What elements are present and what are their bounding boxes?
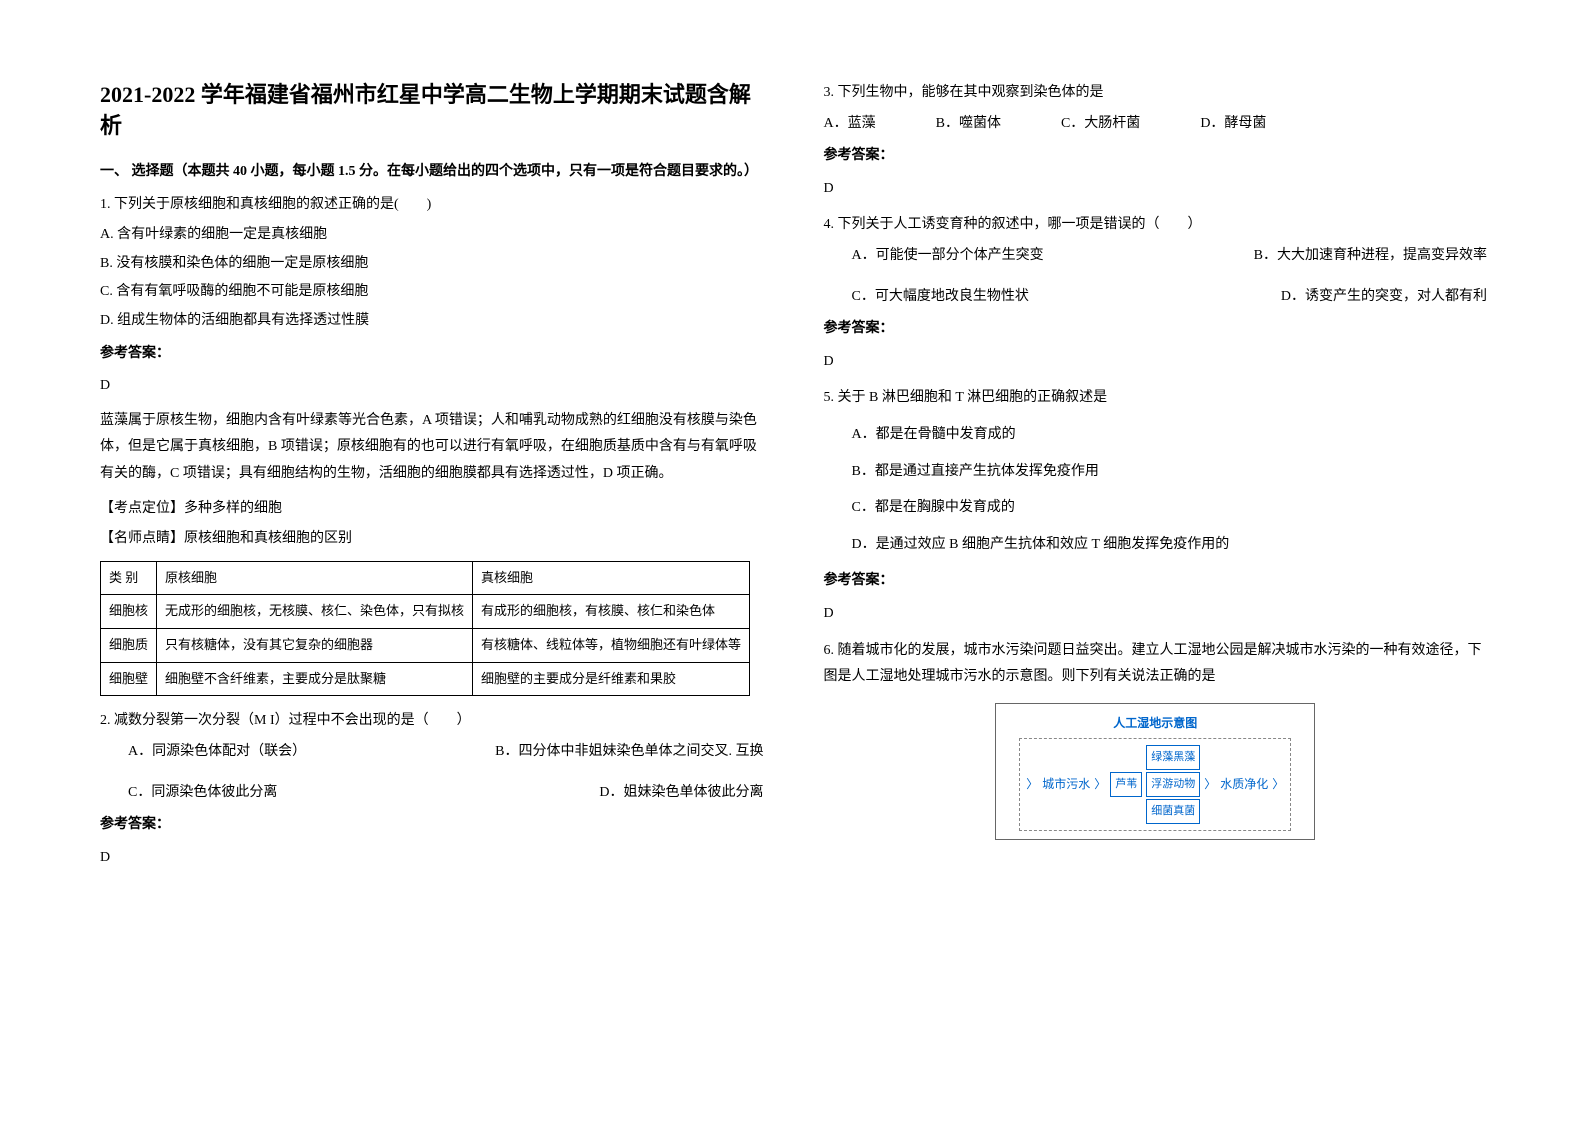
table-row: 细胞核 无成形的细胞核，无核膜、核仁、染色体，只有拟核 有成形的细胞核，有核膜、… [101, 595, 750, 629]
table-cell: 只有核糖体，没有其它复杂的细胞器 [157, 629, 473, 663]
q3-opt-c: C．大肠杆菌 [1061, 111, 1140, 138]
arrow-icon: 〉 [1094, 773, 1106, 796]
table-cell: 细胞壁不含纤维素，主要成分是肽聚糖 [157, 662, 473, 696]
q1-answer-label: 参考答案： [100, 341, 764, 368]
question-2: 2. 减数分裂第一次分裂（M I）过程中不会出现的是（ ） A．同源染色体配对（… [100, 708, 764, 871]
question-3: 3. 下列生物中，能够在其中观察到染色体的是 A．蓝藻 B．噬菌体 C．大肠杆菌… [824, 80, 1488, 202]
table-header-cell: 真核细胞 [473, 561, 750, 595]
q5-answer-label: 参考答案： [824, 568, 1488, 595]
q3-opt-d: D．酵母菌 [1200, 111, 1266, 138]
q4-stem: 4. 下列关于人工诱变育种的叙述中，哪一项是错误的（ ） [824, 212, 1488, 239]
q1-opt-d: D. 组成生物体的活细胞都具有选择透过性膜 [100, 308, 764, 335]
table-cell: 有成形的细胞核，有核膜、核仁和染色体 [473, 595, 750, 629]
table-cell: 细胞壁 [101, 662, 157, 696]
q6-stem: 6. 随着城市化的发展，城市水污染问题日益突出。建立人工湿地公园是解决城市水污染… [824, 638, 1488, 691]
arrow-icon: 〉 [1026, 773, 1038, 796]
q5-answer: D [824, 601, 1488, 628]
table-cell: 细胞核 [101, 595, 157, 629]
table-cell: 细胞质 [101, 629, 157, 663]
q1-stem: 1. 下列关于原核细胞和真核细胞的叙述正确的是( ) [100, 192, 764, 219]
q3-opt-a: A．蓝藻 [824, 111, 876, 138]
right-column: 3. 下列生物中，能够在其中观察到染色体的是 A．蓝藻 B．噬菌体 C．大肠杆菌… [824, 80, 1488, 881]
q2-opt-b: B．四分体中非姐妹染色单体之间交叉. 互换 [495, 739, 763, 766]
section-header: 一、 选择题（本题共 40 小题，每小题 1.5 分。在每小题给出的四个选项中，… [100, 160, 764, 180]
q4-opt-d: D．诱变产生的突变，对人都有利 [1281, 284, 1487, 311]
left-column: 2021-2022 学年福建省福州市红星中学高二生物上学期期末试题含解析 一、 … [100, 80, 764, 881]
q2-opt-d: D．姐妹染色单体彼此分离 [599, 780, 763, 807]
table-cell: 有核糖体、线粒体等，植物细胞还有叶绿体等 [473, 629, 750, 663]
arrow-icon: 〉 [1204, 773, 1216, 796]
diagram-output: 水质净化 [1220, 773, 1268, 796]
q3-stem: 3. 下列生物中，能够在其中观察到染色体的是 [824, 80, 1488, 107]
q1-explanation: 蓝藻属于原核生物，细胞内含有叶绿素等光合色素，A 项错误；人和哺乳动物成熟的红细… [100, 408, 764, 488]
table-cell: 无成形的细胞核，无核膜、核仁、染色体，只有拟核 [157, 595, 473, 629]
q4-opt-a: A．可能使一部分个体产生突变 [824, 243, 1189, 270]
arrow-icon: 〉 [1272, 773, 1284, 796]
diagram-box2: 浮游动物 [1146, 772, 1200, 797]
q1-opt-a: A. 含有叶绿素的细胞一定是真核细胞 [100, 222, 764, 249]
q3-answer: D [824, 176, 1488, 203]
q1-opt-c: C. 含有有氧呼吸酶的细胞不可能是原核细胞 [100, 279, 764, 306]
diagram-title: 人工湿地示意图 [1113, 712, 1197, 735]
table-row: 类 别 原核细胞 真核细胞 [101, 561, 750, 595]
q2-opt-a: A．同源染色体配对（联会） [100, 739, 465, 766]
q1-opt-b: B. 没有核膜和染色体的细胞一定是原核细胞 [100, 251, 764, 278]
q3-answer-label: 参考答案： [824, 143, 1488, 170]
q2-stem: 2. 减数分裂第一次分裂（M I）过程中不会出现的是（ ） [100, 708, 764, 735]
diagram-input: 城市污水 [1042, 773, 1090, 796]
diagram-box3: 细菌真菌 [1146, 799, 1200, 824]
table-row: 细胞壁 细胞壁不含纤维素，主要成分是肽聚糖 细胞壁的主要成分是纤维素和果胶 [101, 662, 750, 696]
diagram-col1: 芦苇 [1110, 772, 1142, 797]
q2-answer-label: 参考答案： [100, 812, 764, 839]
page-container: 2021-2022 学年福建省福州市红星中学高二生物上学期期末试题含解析 一、 … [100, 80, 1487, 881]
wetland-diagram: 人工湿地示意图 〉 城市污水 〉 芦苇 绿藻黑藻 浮游动物 细菌真菌 〉 水质净… [995, 703, 1315, 840]
table-header-cell: 类 别 [101, 561, 157, 595]
q5-opt-b: B．都是通过直接产生抗体发挥免疫作用 [824, 459, 1488, 486]
q4-answer: D [824, 349, 1488, 376]
q3-opt-b: B．噬菌体 [936, 111, 1001, 138]
question-1: 1. 下列关于原核细胞和真核细胞的叙述正确的是( ) A. 含有叶绿素的细胞一定… [100, 192, 764, 697]
question-6: 6. 随着城市化的发展，城市水污染问题日益突出。建立人工湿地公园是解决城市水污染… [824, 638, 1488, 841]
q2-opt-c: C．同源染色体彼此分离 [100, 780, 465, 807]
exam-title: 2021-2022 学年福建省福州市红星中学高二生物上学期期末试题含解析 [100, 80, 764, 142]
q1-point: 【考点定位】多种多样的细胞 [100, 496, 764, 523]
q5-opt-d: D．是通过效应 B 细胞产生抗体和效应 T 细胞发挥免疫作用的 [824, 532, 1488, 559]
table-cell: 细胞壁的主要成分是纤维素和果胶 [473, 662, 750, 696]
table-header-cell: 原核细胞 [157, 561, 473, 595]
q4-opt-c: C．可大幅度地改良生物性状 [824, 284, 1189, 311]
question-4: 4. 下列关于人工诱变育种的叙述中，哪一项是错误的（ ） A．可能使一部分个体产… [824, 212, 1488, 375]
q1-answer: D [100, 373, 764, 400]
diagram-box1: 绿藻黑藻 [1146, 745, 1200, 770]
diagram-body: 〉 城市污水 〉 芦苇 绿藻黑藻 浮游动物 细菌真菌 〉 水质净化 〉 [1019, 738, 1291, 831]
q2-answer: D [100, 845, 764, 872]
q5-opt-c: C．都是在胸腺中发育成的 [824, 495, 1488, 522]
q1-tip: 【名师点睛】原核细胞和真核细胞的区别 [100, 526, 764, 553]
q1-table: 类 别 原核细胞 真核细胞 细胞核 无成形的细胞核，无核膜、核仁、染色体，只有拟… [100, 561, 750, 697]
q4-answer-label: 参考答案： [824, 316, 1488, 343]
q5-stem: 5. 关于 B 淋巴细胞和 T 淋巴细胞的正确叙述是 [824, 385, 1488, 412]
question-5: 5. 关于 B 淋巴细胞和 T 淋巴细胞的正确叙述是 A．都是在骨髓中发育成的 … [824, 385, 1488, 627]
q4-opt-b: B．大大加速育种进程，提高变异效率 [1254, 243, 1487, 270]
table-row: 细胞质 只有核糖体，没有其它复杂的细胞器 有核糖体、线粒体等，植物细胞还有叶绿体… [101, 629, 750, 663]
diagram-box-column: 绿藻黑藻 浮游动物 细菌真菌 [1146, 745, 1200, 824]
q5-opt-a: A．都是在骨髓中发育成的 [824, 422, 1488, 449]
